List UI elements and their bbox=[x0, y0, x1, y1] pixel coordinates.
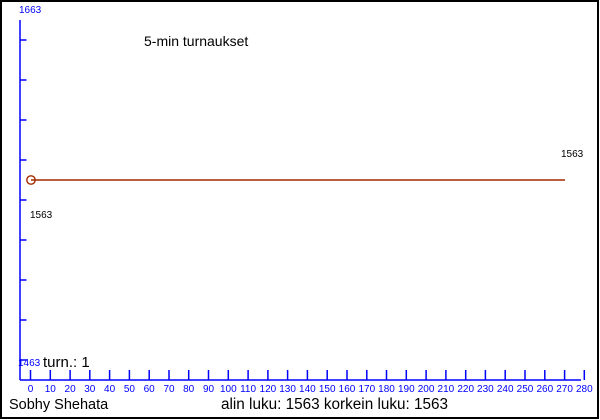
svg-text:1563: 1563 bbox=[30, 210, 53, 221]
svg-text:50: 50 bbox=[124, 384, 136, 395]
svg-text:turn.: 1: turn.: 1 bbox=[43, 354, 90, 371]
svg-text:220: 220 bbox=[457, 384, 474, 395]
svg-text:1663: 1663 bbox=[19, 5, 42, 16]
svg-text:Sobhy Shehata: Sobhy Shehata bbox=[9, 397, 109, 413]
svg-text:140: 140 bbox=[299, 384, 316, 395]
svg-text:20: 20 bbox=[65, 384, 77, 395]
svg-text:0: 0 bbox=[28, 384, 34, 395]
svg-text:250: 250 bbox=[517, 384, 534, 395]
svg-text:40: 40 bbox=[104, 384, 116, 395]
svg-text:270: 270 bbox=[556, 384, 573, 395]
svg-text:150: 150 bbox=[319, 384, 336, 395]
svg-text:170: 170 bbox=[358, 384, 375, 395]
svg-text:5-min turnaukset: 5-min turnaukset bbox=[144, 33, 248, 49]
svg-text:200: 200 bbox=[418, 384, 435, 395]
svg-text:70: 70 bbox=[163, 384, 175, 395]
svg-text:260: 260 bbox=[536, 384, 553, 395]
svg-text:280: 280 bbox=[576, 384, 593, 395]
svg-text:190: 190 bbox=[398, 384, 415, 395]
svg-text:180: 180 bbox=[378, 384, 395, 395]
svg-text:1463: 1463 bbox=[18, 358, 41, 369]
svg-text:110: 110 bbox=[240, 384, 256, 395]
svg-text:10: 10 bbox=[45, 384, 57, 395]
svg-text:alin luku: 1563 korkein luku:: alin luku: 1563 korkein luku: 1563 bbox=[221, 396, 448, 413]
svg-text:90: 90 bbox=[203, 384, 215, 395]
svg-text:130: 130 bbox=[279, 384, 296, 395]
svg-text:100: 100 bbox=[220, 384, 237, 395]
svg-text:1563: 1563 bbox=[561, 149, 584, 160]
svg-text:30: 30 bbox=[84, 384, 96, 395]
svg-text:240: 240 bbox=[497, 384, 514, 395]
svg-text:210: 210 bbox=[438, 384, 455, 395]
svg-text:60: 60 bbox=[144, 384, 156, 395]
svg-text:120: 120 bbox=[260, 384, 277, 395]
svg-text:230: 230 bbox=[477, 384, 494, 395]
svg-text:160: 160 bbox=[339, 384, 356, 395]
svg-text:80: 80 bbox=[183, 384, 195, 395]
